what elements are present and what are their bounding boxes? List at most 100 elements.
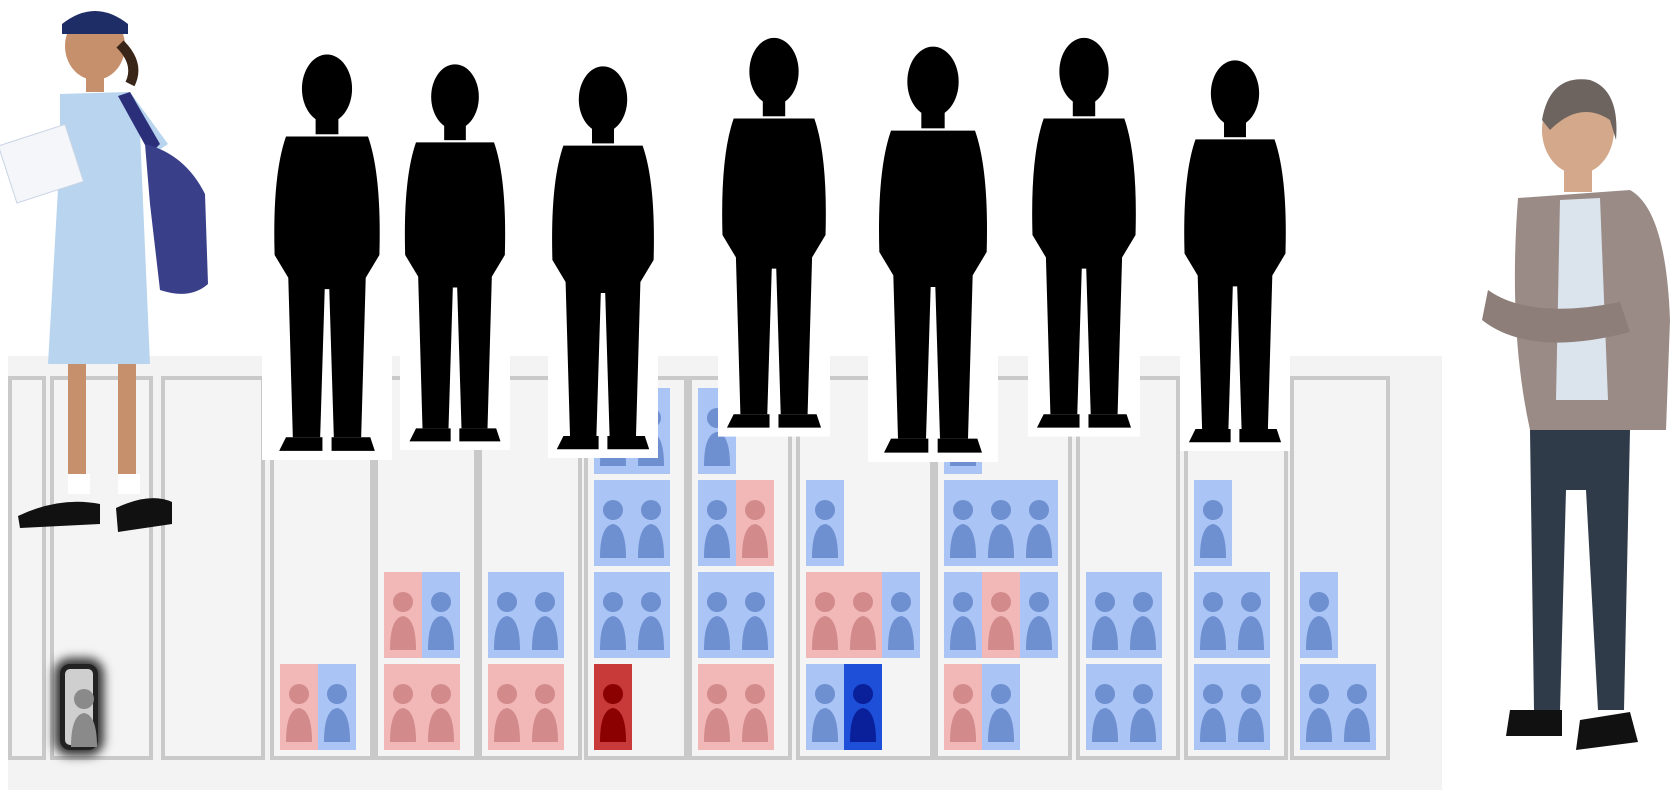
student-icon: [1130, 592, 1156, 650]
column-1[interactable]: [8, 376, 46, 760]
student-icon: [638, 592, 664, 650]
girl-student-tile[interactable]: [698, 664, 736, 750]
student-icon: [494, 684, 520, 742]
student-icon: [988, 500, 1014, 558]
student-icon: [812, 592, 838, 650]
boy-student-tile[interactable]: [806, 664, 844, 750]
column-8[interactable]: [688, 376, 792, 760]
student-icon: [600, 592, 626, 650]
student-icon: [704, 592, 730, 650]
boy-student-tile[interactable]: [318, 664, 356, 750]
boy-student-tile[interactable]: [1194, 480, 1232, 566]
boy-student-tile[interactable]: [1020, 572, 1058, 658]
student-icon: [532, 592, 558, 650]
girl-student-tile[interactable]: [384, 572, 422, 658]
boy-student-tile[interactable]: [632, 572, 670, 658]
boy-student-tile[interactable]: [982, 664, 1020, 750]
student-icon: [742, 500, 768, 558]
student-icon: [286, 684, 312, 742]
column-13[interactable]: [1290, 376, 1390, 760]
student-icon: [1200, 684, 1226, 742]
student-icon: [71, 689, 97, 747]
student-icon: [1238, 592, 1264, 650]
student-icon: [742, 592, 768, 650]
student-icon: [1026, 592, 1052, 650]
student-icon: [428, 684, 454, 742]
student-icon: [950, 592, 976, 650]
student-icon: [704, 500, 730, 558]
student-icon: [1238, 684, 1264, 742]
selected-girl-student-tile[interactable]: [594, 664, 632, 750]
boy-student-tile[interactable]: [1020, 480, 1058, 566]
boy-student-tile[interactable]: [1300, 664, 1338, 750]
column-10[interactable]: [934, 376, 1072, 760]
boy-student-tile[interactable]: [982, 480, 1020, 566]
boy-student-tile[interactable]: [1124, 664, 1162, 750]
boy-student-tile[interactable]: [632, 480, 670, 566]
boy-student-tile[interactable]: [594, 572, 632, 658]
boy-student-tile[interactable]: [1086, 664, 1124, 750]
student-icon: [1306, 684, 1332, 742]
student-icon: [532, 684, 558, 742]
girl-student-tile[interactable]: [384, 664, 422, 750]
girl-student-tile[interactable]: [736, 480, 774, 566]
girl-student-tile[interactable]: [526, 664, 564, 750]
column-2[interactable]: [50, 376, 153, 760]
schoolgirl-figure: [0, 11, 208, 532]
student-icon: [988, 684, 1014, 742]
girl-student-tile[interactable]: [422, 664, 460, 750]
student-icon: [950, 684, 976, 742]
girl-student-tile[interactable]: [280, 664, 318, 750]
girl-student-tile[interactable]: [982, 572, 1020, 658]
boy-student-tile[interactable]: [1232, 664, 1270, 750]
student-icon: [988, 592, 1014, 650]
boy-student-tile[interactable]: [698, 572, 736, 658]
boy-student-tile[interactable]: [698, 480, 736, 566]
student-silhouette: [718, 37, 830, 437]
student-silhouette: [1180, 60, 1290, 451]
boy-student-tile[interactable]: [1338, 664, 1376, 750]
student-icon: [638, 500, 664, 558]
student-icon: [742, 684, 768, 742]
student-icon: [390, 592, 416, 650]
student-icon: [1306, 592, 1332, 650]
girl-student-tile[interactable]: [736, 664, 774, 750]
student-icon: [494, 592, 520, 650]
boy-student-tile[interactable]: [488, 572, 526, 658]
boy-student-tile[interactable]: [1124, 572, 1162, 658]
column-11[interactable]: [1076, 376, 1180, 760]
student-silhouette: [548, 66, 658, 458]
boy-student-tile[interactable]: [882, 572, 920, 658]
boy-student-tile[interactable]: [1194, 572, 1232, 658]
boy-student-tile[interactable]: [1086, 572, 1124, 658]
boy-student-tile[interactable]: [944, 480, 982, 566]
student-icon: [812, 684, 838, 742]
student-icon: [1344, 684, 1370, 742]
column-3[interactable]: [161, 376, 265, 760]
boy-student-tile[interactable]: [806, 480, 844, 566]
student-icon: [1092, 592, 1118, 650]
boy-student-tile[interactable]: [526, 572, 564, 658]
girl-student-tile[interactable]: [944, 664, 982, 750]
student-icon: [1200, 592, 1226, 650]
student-icon: [1092, 684, 1118, 742]
boy-student-tile[interactable]: [944, 572, 982, 658]
boy-student-tile[interactable]: [1232, 572, 1270, 658]
girl-student-tile[interactable]: [488, 664, 526, 750]
student-icon: [1130, 684, 1156, 742]
held-student-tile[interactable]: [60, 664, 98, 750]
girl-student-tile[interactable]: [806, 572, 844, 658]
selected-boy-student-tile[interactable]: [844, 664, 882, 750]
boy-student-tile[interactable]: [1300, 572, 1338, 658]
student-icon: [600, 500, 626, 558]
boy-student-tile[interactable]: [1194, 664, 1232, 750]
boy-student-tile[interactable]: [736, 572, 774, 658]
student-icon: [850, 684, 876, 742]
student-silhouette: [868, 46, 998, 462]
student-icon: [390, 684, 416, 742]
boy-student-tile[interactable]: [422, 572, 460, 658]
girl-student-tile[interactable]: [844, 572, 882, 658]
boy-student-tile[interactable]: [594, 480, 632, 566]
student-icon: [704, 684, 730, 742]
